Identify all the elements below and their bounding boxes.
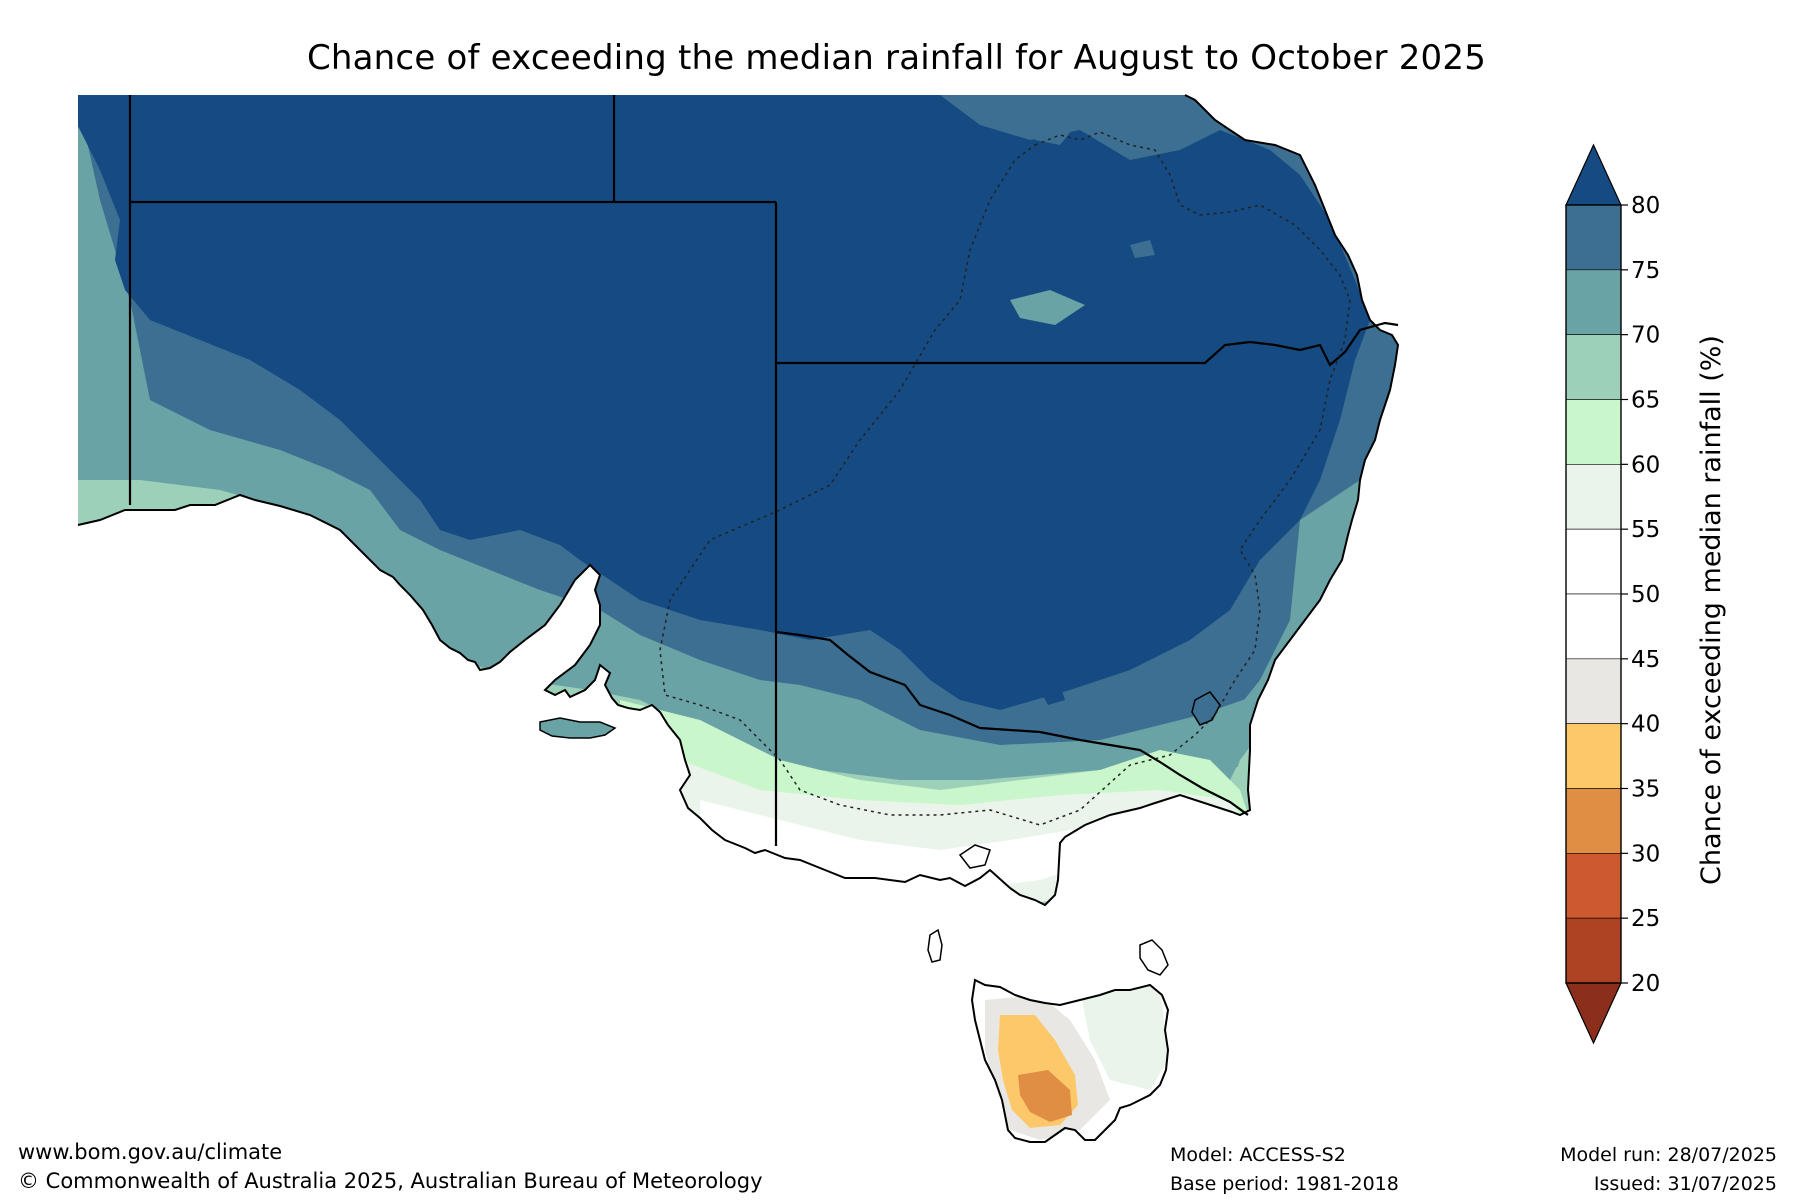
kangaroo-island (539, 717, 617, 739)
colorbar-tick-label: 75 (1631, 258, 1660, 284)
colorbar-bin (1565, 917, 1622, 984)
base-period: Base period: 1981-2018 (1170, 1173, 1399, 1195)
flinders-island (1139, 939, 1169, 976)
colorbar-tick-label: 65 (1631, 388, 1660, 414)
colorbar-tick-label: 80 (1631, 193, 1660, 219)
colorbar-tick-label: 45 (1631, 647, 1660, 673)
colorbar-bin (1565, 788, 1622, 854)
king-island (927, 928, 943, 963)
mainland-coastline (77, 94, 1400, 907)
colorbar-bin (1565, 269, 1622, 335)
colorbar-tick-label: 35 (1631, 777, 1660, 803)
colorbar-bin (1565, 658, 1622, 724)
copyright-text: © Commonwealth of Australia 2025, Austra… (18, 1169, 763, 1193)
tasmania-coastline (970, 978, 1170, 1143)
colorbar-bin (1565, 399, 1622, 465)
colorbar-tick-label: 20 (1631, 971, 1660, 997)
colorbar-label: Chance of exceeding median rainfall (%) (1696, 335, 1727, 885)
model-name: Model: ACCESS-S2 (1170, 1144, 1346, 1166)
colorbar-tick-label: 70 (1631, 323, 1660, 349)
page-title: Chance of exceeding the median rainfall … (306, 38, 1487, 78)
colorbar-bin (1565, 334, 1622, 400)
colorbar-tick-label: 55 (1631, 517, 1660, 543)
colorbar-tick-label: 60 (1631, 452, 1660, 478)
colorbar-tick-label: 30 (1631, 841, 1660, 867)
colorbar-tick-label: 40 (1631, 712, 1660, 738)
colorbar-bin (1565, 528, 1622, 595)
colorbar: 80 75 70 65 60 55 50 45 40 35 30 25 20 (1565, 143, 1660, 1045)
colorbar-bin (1565, 853, 1622, 919)
colorbar-max-arrow (1565, 143, 1622, 206)
colorbar-bin (1565, 464, 1622, 530)
website-url: www.bom.gov.au/climate (18, 1140, 283, 1164)
reference-contour (659, 131, 1351, 826)
port-phillip-bay (958, 844, 991, 869)
colorbar-bin (1565, 204, 1622, 271)
model-run-date: Model run: 28/07/2025 (1560, 1144, 1777, 1166)
colorbar-bin (1565, 593, 1622, 660)
colorbar-tick-label: 25 (1631, 906, 1660, 932)
colorbar-min-arrow (1565, 982, 1622, 1045)
colorbar-tick-label: 50 (1631, 582, 1660, 608)
state-borders (128, 95, 1399, 846)
issued-date: Issued: 31/07/2025 (1593, 1173, 1777, 1195)
tasmania-probability-field (972, 980, 1168, 1142)
colorbar-bin (1565, 723, 1622, 789)
